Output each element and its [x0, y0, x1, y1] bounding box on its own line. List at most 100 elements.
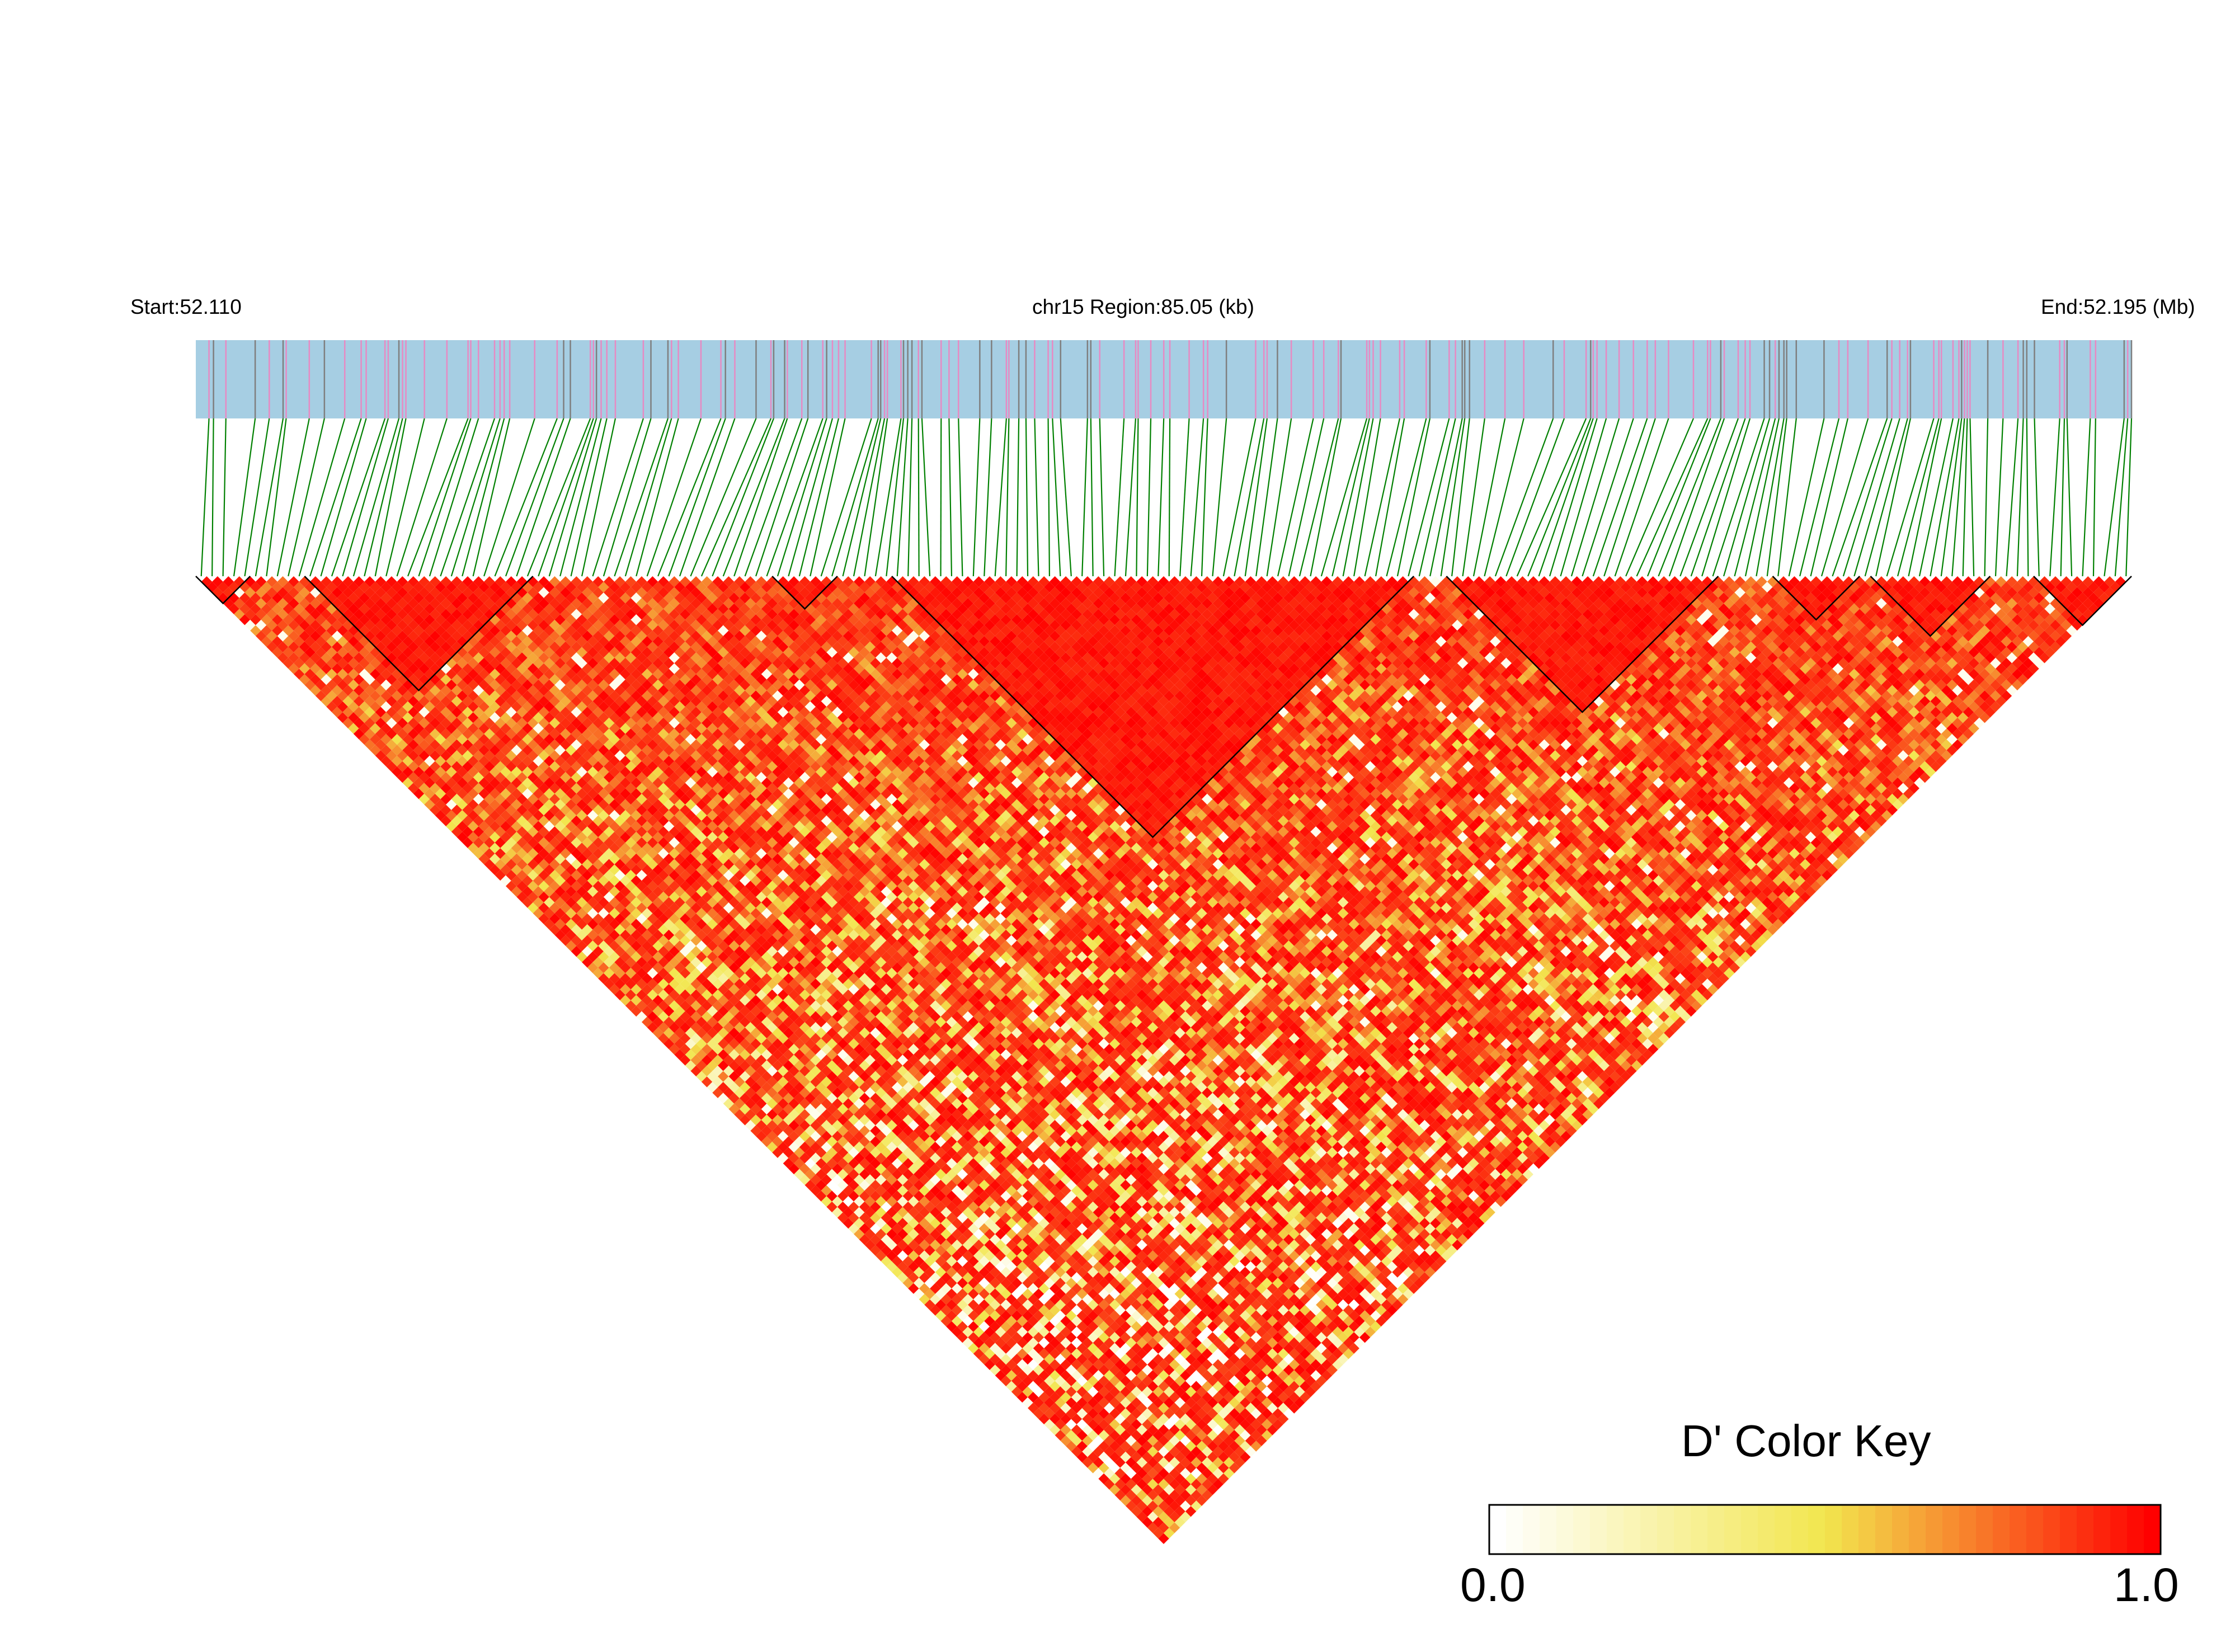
ld-cell [1093, 1402, 1104, 1414]
ld-cell [462, 815, 473, 827]
snp-connector-line [1124, 418, 1136, 577]
ld-cell [647, 1022, 658, 1033]
ld-cell [1033, 1408, 1044, 1419]
ld-cell [810, 1152, 821, 1164]
ld-cell [315, 669, 327, 680]
ld-cell [315, 657, 327, 669]
ld-cell [391, 701, 403, 712]
ld-cell [462, 826, 473, 837]
snp-connector-line [1886, 418, 1935, 577]
ld-cell [424, 788, 435, 799]
ld-cell [424, 777, 435, 789]
ld-cell [538, 869, 549, 881]
ld-cell [696, 995, 707, 1006]
ld-cell [924, 1245, 935, 1256]
ld-cell [1071, 1381, 1083, 1392]
ld-cell [397, 750, 408, 761]
ld-cell [565, 886, 577, 897]
ld-cell [391, 690, 403, 702]
ld-cell [272, 647, 283, 658]
ld-cell [810, 1185, 821, 1196]
ld-cell [1044, 1364, 1055, 1376]
ld-cell [283, 614, 294, 625]
ld-cell [353, 707, 365, 718]
ld-cell [462, 761, 473, 772]
ld-cell [799, 1152, 811, 1164]
ld-cell [277, 587, 289, 598]
ld-cell [968, 1331, 979, 1343]
ld-cell [1142, 1473, 1153, 1485]
ld-cell [326, 701, 337, 712]
ld-cell [815, 1179, 827, 1191]
ld-cell [244, 587, 256, 598]
ld-cell [794, 1157, 805, 1169]
ld-cell [951, 1326, 963, 1338]
ld-cell [1066, 1408, 1077, 1419]
ld-cell [745, 1043, 756, 1055]
snp-connector-line [1820, 418, 1869, 577]
ld-cell [266, 609, 277, 620]
ld-cell [1104, 1413, 1115, 1425]
ld-cell [321, 619, 332, 631]
ld-cell [288, 630, 299, 642]
ld-cell [342, 652, 354, 663]
ld-cell [1082, 1457, 1093, 1468]
ld-cell [837, 1157, 849, 1169]
snp-connector-line [1969, 418, 1975, 577]
ld-cell [527, 881, 539, 892]
ld-cell [261, 636, 272, 647]
ld-cell [962, 1337, 973, 1349]
ld-cell [854, 1229, 865, 1240]
ld-cell [1087, 1451, 1099, 1463]
ld-cell [968, 1343, 979, 1354]
ld-cell [837, 1190, 849, 1202]
ld-cell [255, 609, 267, 620]
ld-cell [821, 1152, 832, 1164]
ld-cell [902, 1234, 914, 1245]
ld-cell [756, 1087, 767, 1099]
ld-cell [908, 1250, 919, 1262]
ld-cell [549, 859, 561, 870]
ld-cell [505, 881, 517, 892]
ld-cell [397, 717, 408, 729]
ld-cell [739, 1038, 751, 1049]
snp-connector-line [1930, 418, 1960, 577]
ld-cell [625, 978, 637, 990]
ld-cell [272, 592, 283, 604]
ld-cell [685, 1016, 697, 1028]
ld-cell [712, 1076, 723, 1088]
ld-cell [832, 1196, 843, 1207]
snp-connector-line [352, 418, 400, 577]
ld-cell [674, 995, 685, 1006]
ld-cell [484, 783, 495, 794]
snp-connector-line [1560, 418, 1607, 577]
ld-cell [272, 614, 283, 625]
ld-cell [625, 945, 637, 957]
snp-connector-line [1277, 418, 1314, 577]
ld-cell [533, 831, 544, 843]
snp-connector-line [2049, 418, 2060, 577]
ld-cell [446, 788, 457, 799]
ld-cell [940, 1239, 952, 1251]
ld-cell [734, 1043, 745, 1055]
ld-cell [772, 1125, 783, 1137]
ld-cell [1071, 1402, 1083, 1414]
ld-cell [331, 630, 343, 642]
snp-connector-line [1984, 418, 1989, 577]
ld-cell [951, 1250, 963, 1262]
ld-cell [919, 1239, 930, 1251]
snp-connector-line [2006, 418, 2019, 577]
ld-cell [348, 701, 359, 712]
ld-cell [756, 1109, 767, 1120]
ld-cell [712, 1055, 723, 1066]
ld-cell [777, 1087, 789, 1099]
ld-cell [881, 1245, 892, 1256]
ld-cell [908, 1207, 919, 1218]
ld-cell [859, 1157, 871, 1169]
ld-cell [750, 1125, 761, 1137]
ld-cell [538, 913, 549, 925]
snp-connector-line [385, 418, 425, 577]
ld-cell [886, 1261, 897, 1273]
ld-cell [1033, 1353, 1044, 1365]
snp-connector-line [1179, 418, 1190, 577]
